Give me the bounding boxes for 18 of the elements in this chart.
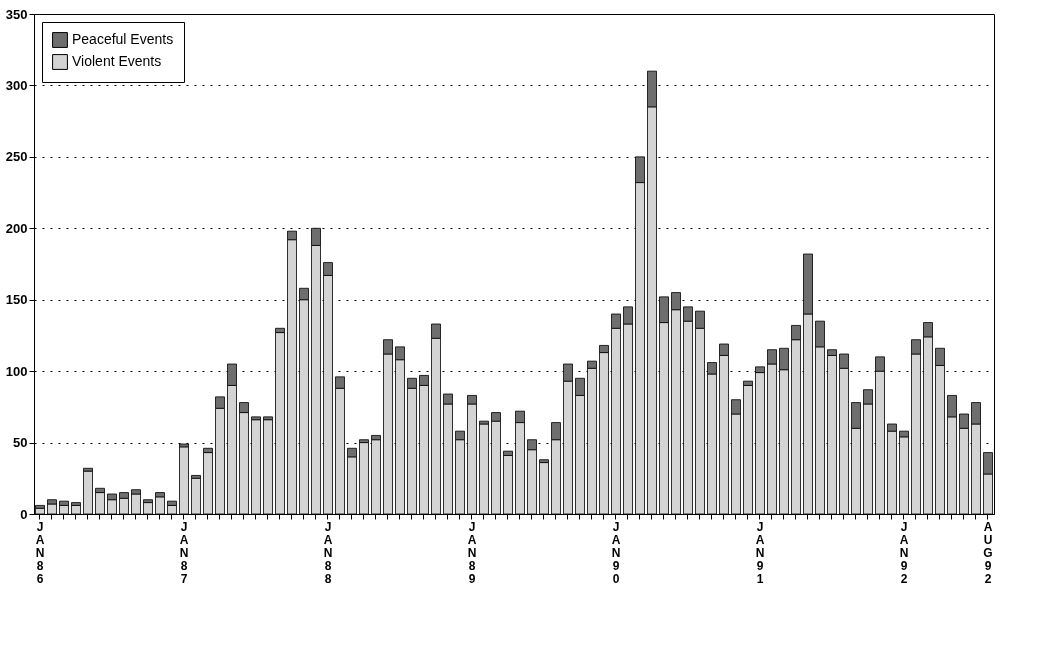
y-tick-label: 50 <box>13 435 28 451</box>
x-tick-label: JAN 91 <box>755 519 765 586</box>
x-tick-label: JAN 92 <box>899 519 909 586</box>
y-tick-label: 350 <box>5 6 28 22</box>
x-tick-label: AUG 92 <box>983 519 993 586</box>
x-tick-label: JAN 89 <box>467 519 477 586</box>
x-tick-label: JAN 90 <box>611 519 621 586</box>
x-tick-label: JAN 87 <box>179 519 189 586</box>
y-tick-label: 150 <box>5 292 28 308</box>
y-tick-label: 200 <box>5 220 28 236</box>
y-tick-label: 300 <box>5 77 28 93</box>
y-tick-label: 0 <box>20 506 28 522</box>
legend-label: Violent Events <box>72 53 162 69</box>
y-tick-label: 100 <box>5 363 28 379</box>
x-tick-label: JAN 88 <box>323 519 333 586</box>
x-tick-label: JAN 86 <box>35 519 45 586</box>
legend-label: Peaceful Events <box>72 31 174 47</box>
y-tick-label: 250 <box>5 149 28 165</box>
